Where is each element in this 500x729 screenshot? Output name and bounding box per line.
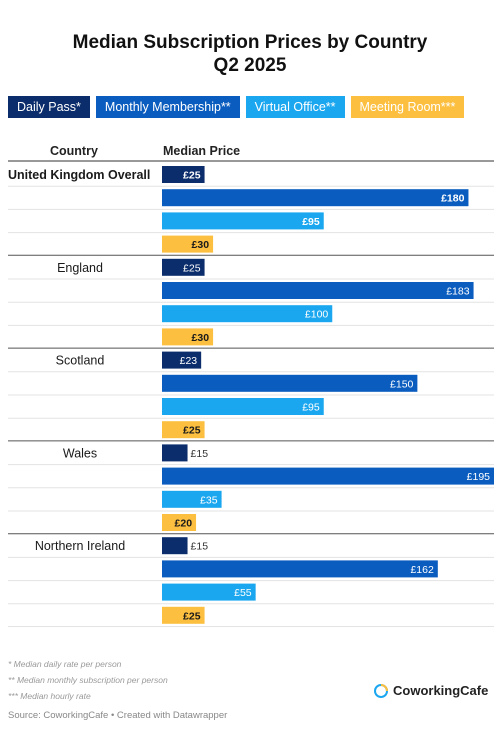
bar-value-label: £95 — [302, 216, 320, 228]
brand-logo[interactable]: CoworkingCafe — [374, 683, 488, 698]
bar — [162, 305, 333, 323]
country-label: Scotland — [56, 354, 105, 368]
bar — [162, 490, 222, 508]
footnote-monthly: ** Median monthly subscription per perso… — [8, 675, 168, 685]
bar — [162, 258, 205, 276]
bar-value-label: £55 — [234, 587, 252, 599]
bar — [162, 212, 324, 230]
bar — [162, 189, 469, 207]
bar — [162, 467, 494, 485]
legend-item-0: Daily Pass* — [8, 96, 90, 118]
bar-chart: Country Median Price United Kingdom Overal… — [8, 144, 494, 627]
bar — [162, 421, 205, 439]
country-label: England — [57, 261, 103, 275]
bar-value-label: £150 — [390, 378, 414, 390]
legend: Daily Pass* Monthly Membership** Virtual O… — [8, 96, 465, 118]
bar-value-label: £15 — [191, 448, 209, 460]
country-label: United Kingdom Overall — [8, 168, 150, 182]
legend-item-1: Monthly Membership** — [95, 96, 240, 118]
bar-value-label: £25 — [183, 262, 201, 274]
bar-value-label: £30 — [192, 239, 210, 251]
bar-value-label: £25 — [183, 170, 201, 182]
bar — [162, 166, 205, 183]
bar — [162, 537, 188, 555]
bar-value-label: £35 — [200, 494, 218, 506]
legend-item-3: Meeting Room*** — [350, 96, 465, 118]
footnotes: * Median daily rate per person ** Median… — [8, 656, 168, 704]
source-note: Source: CoworkingCafe • Created with Dat… — [8, 710, 228, 721]
bar-value-label: £95 — [302, 402, 320, 414]
bar-value-label: £25 — [183, 425, 201, 437]
bar-value-label: £20 — [175, 518, 193, 530]
bar — [162, 398, 324, 415]
bar-value-label: £180 — [441, 193, 465, 205]
bar — [162, 514, 197, 531]
bar — [162, 282, 474, 299]
bar-value-label: £162 — [410, 564, 434, 576]
bar — [162, 351, 202, 369]
header-price: Median Price — [163, 144, 240, 158]
bar — [162, 328, 214, 346]
legend-item-2: Virtual Office** — [245, 96, 345, 118]
bar-value-label: £15 — [191, 541, 209, 553]
header-country: Country — [50, 144, 98, 158]
bar-value-label: £25 — [183, 610, 201, 622]
bar-value-label: £30 — [192, 332, 210, 344]
bar-value-label: £183 — [446, 286, 470, 298]
coworkingcafe-logo-icon — [374, 683, 388, 698]
bar — [162, 235, 214, 253]
brand-name: CoworkingCafe — [393, 683, 489, 698]
bar — [162, 560, 438, 578]
bar-value-label: £23 — [180, 355, 198, 367]
bar-value-label: £100 — [305, 309, 329, 321]
chart-subtitle: Q2 2025 — [213, 55, 287, 76]
bar — [162, 374, 418, 392]
bar — [162, 444, 188, 462]
bar — [162, 583, 256, 601]
bar — [162, 606, 205, 624]
chart-title: Median Subscription Prices by Country — [72, 32, 428, 53]
footnote-hourly: *** Median hourly rate — [8, 691, 91, 701]
country-label: Wales — [63, 446, 97, 460]
country-label: Northern Ireland — [35, 539, 125, 553]
bar-value-label: £195 — [467, 471, 491, 483]
footnote-daily: * Median daily rate per person — [8, 659, 122, 669]
